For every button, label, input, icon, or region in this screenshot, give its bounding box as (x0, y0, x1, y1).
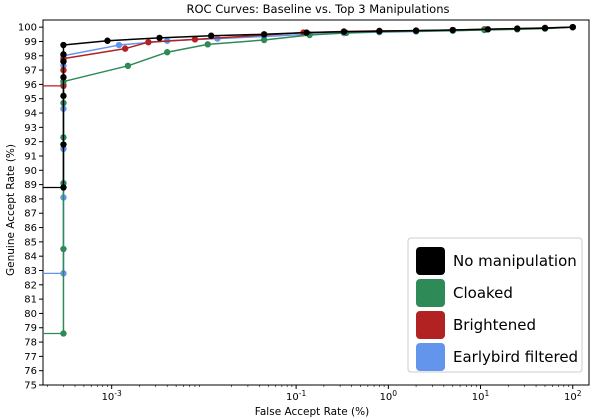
legend-label: No manipulation (453, 252, 577, 270)
data-point (449, 26, 456, 34)
y-tick-label: 77 (24, 352, 37, 363)
y-tick-label: 86 (24, 223, 37, 234)
y-tick-label: 96 (24, 80, 37, 91)
y-tick-label: 75 (24, 381, 37, 392)
x-axis-label: False Accept Rate (%) (255, 406, 369, 418)
data-point (104, 37, 111, 44)
data-point (260, 31, 268, 38)
legend-swatch (416, 279, 445, 307)
data-point (260, 36, 268, 44)
data-point (484, 26, 492, 33)
y-tick-label: 84 (24, 252, 37, 263)
x-tick-label: 100 (380, 389, 398, 403)
legend-swatch (416, 247, 445, 275)
y-tick-label: 80 (24, 309, 37, 320)
y-tick-label: 97 (24, 66, 37, 77)
y-tick-label: 82 (24, 280, 37, 291)
data-point (60, 51, 67, 58)
data-point (303, 29, 310, 36)
legend-box (407, 237, 583, 373)
data-point (163, 49, 171, 56)
data-point (60, 245, 67, 253)
data-point (60, 330, 67, 337)
y-tick-label: 91 (24, 151, 37, 162)
x-tick-label: 10-1 (286, 389, 306, 403)
y-tick-label: 89 (24, 180, 37, 191)
y-tick-label: 95 (24, 94, 37, 105)
legend-label: Earlybird filtered (453, 348, 578, 366)
data-point (514, 25, 521, 32)
data-point (145, 38, 152, 46)
data-point (191, 36, 199, 43)
data-point (60, 74, 67, 81)
y-tick-label: 83 (24, 266, 37, 277)
y-tick-label: 93 (24, 123, 37, 134)
y-tick-label: 76 (24, 366, 37, 377)
y-tick-label: 78 (24, 338, 37, 349)
data-point (541, 24, 549, 32)
data-point (124, 62, 132, 70)
y-tick-label: 88 (24, 194, 37, 205)
y-tick-label: 85 (24, 237, 37, 248)
data-point (115, 41, 123, 49)
y-tick-label: 98 (24, 51, 37, 62)
series-no-manipulation (43, 23, 576, 191)
legend-swatch (416, 343, 445, 371)
data-point (340, 28, 348, 35)
y-tick-label: 92 (24, 137, 37, 148)
legend: No manipulation Cloaked Brightened Earlybir… (407, 237, 583, 373)
y-tick-label: 90 (24, 166, 37, 177)
x-tick-label: 102 (564, 389, 582, 403)
x-tick-label: 101 (472, 389, 490, 403)
data-point (156, 34, 163, 42)
legend-swatch (416, 311, 445, 339)
data-point (60, 92, 67, 100)
data-point (121, 45, 129, 52)
y-tick-label: 99 (24, 37, 37, 48)
data-point (569, 23, 576, 31)
data-point (207, 32, 215, 39)
legend-label: Cloaked (453, 284, 513, 302)
y-axis-label: Genuine Accept Rate (%) (5, 144, 17, 276)
y-tick-label: 100 (18, 23, 37, 34)
data-point (60, 184, 67, 191)
x-tick-label: 10-3 (102, 389, 122, 403)
legend-label: Brightened (453, 316, 536, 334)
axes-frame (42, 19, 590, 386)
data-point (60, 41, 67, 49)
chart-title: ROC Curves: Baseline vs. Top 3 Manipulat… (186, 2, 449, 16)
plot-area: 75 76 77 78 79 80 81 82 83 84 85 86 87 88 89 90 91 92 93 94… (18, 19, 590, 403)
y-tick-label: 87 (24, 209, 37, 220)
y-tick-label: 81 (24, 295, 37, 306)
data-point (204, 41, 211, 48)
data-point (412, 27, 420, 34)
data-point (60, 141, 67, 148)
data-point (376, 27, 383, 35)
data-point (60, 58, 67, 65)
y-tick-label: 94 (24, 109, 37, 120)
y-tick-label: 79 (24, 323, 37, 334)
